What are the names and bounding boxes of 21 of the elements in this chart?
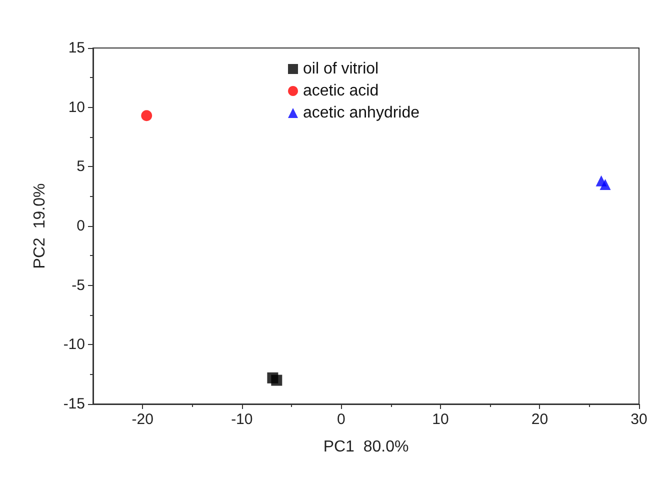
y-tick-label: -15 [63, 396, 85, 412]
x-tick-label: 10 [432, 411, 449, 428]
x-tick-label: 30 [630, 411, 648, 428]
legend-label: oil of vitriol [303, 60, 379, 78]
y-tick-label: 0 [76, 218, 85, 234]
point [600, 178, 611, 190]
x-tick-label: -10 [231, 411, 253, 428]
legend-label: acetic acid [303, 82, 379, 100]
y-tick-label: -5 [72, 276, 85, 294]
point [271, 374, 282, 386]
y-tick-label: 5 [76, 158, 85, 176]
y-axis-title: PC2 19.0% [32, 183, 48, 269]
legend-label: acetic anhydride [303, 104, 420, 122]
x-tick-label: 0 [337, 411, 346, 428]
x-tick-label: 20 [531, 411, 548, 428]
y-tick-label: 10 [68, 98, 85, 116]
point [141, 110, 152, 122]
y-tick-label: 15 [68, 40, 85, 56]
x-tick-label: -20 [132, 411, 154, 428]
x-axis-title: PC1 80.0% [323, 438, 409, 456]
y-tick-label: -10 [63, 336, 85, 354]
